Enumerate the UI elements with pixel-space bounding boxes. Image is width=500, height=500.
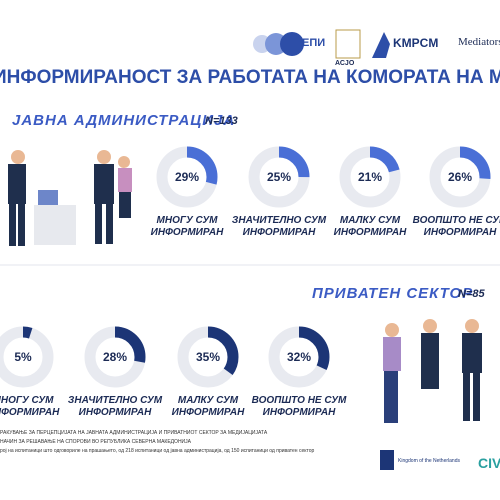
value-label: 26%	[448, 170, 472, 184]
partner: CIV	[478, 455, 500, 471]
value-label: 29%	[175, 170, 199, 184]
value-label: 21%	[358, 170, 382, 184]
category-label: ВООПШТО НЕ СУМ ИНФОРМИРАН	[251, 395, 347, 418]
nl-logo	[380, 450, 394, 470]
category-label: МНОГУ СУМ ИНФОРМИРАН	[0, 395, 60, 418]
donut-arc	[156, 146, 218, 208]
category-label: ВООПШТО НЕ СУМ ИНФОРМИРАН	[412, 215, 500, 238]
partner: Kingdom of the Netherlands	[398, 458, 460, 464]
value-label: 35%	[196, 350, 220, 364]
donut-arc	[339, 146, 401, 208]
donut-arc	[268, 326, 330, 388]
section-title: ЈАВНА АДМИНИСТРАЦИЈА	[12, 112, 236, 129]
value-label: 32%	[287, 350, 311, 364]
logo-text: Mediators	[458, 36, 500, 48]
logo-circles	[253, 29, 390, 59]
value-label: 25%	[267, 170, 291, 184]
donut-arc	[0, 326, 54, 388]
logo-text: ЕПИ	[302, 37, 326, 49]
note: РАКУВАЊЕ ЗА ПЕРЦЕПЦИЈАТА НА ЈАВНАТА АДМИ…	[0, 430, 268, 436]
value-label: 5%	[14, 350, 32, 364]
donut-arc	[84, 326, 146, 388]
category-label: МНОГУ СУМ ИНФОРМИРАН	[150, 215, 224, 238]
donut-arc	[248, 146, 310, 208]
category-label: ЗНАЧИТЕЛНО СУМ ИНФОРМИРАН	[67, 395, 163, 418]
footer-notes: РАКУВАЊЕ ЗА ПЕРЦЕПЦИЈАТА НА ЈАВНАТА АДМИ…	[0, 429, 314, 456]
note: рој на испитаници што одговориле на праш…	[0, 448, 315, 454]
logo-text: АСЈО	[335, 60, 355, 67]
donut-arc	[177, 326, 239, 388]
category-label: МАЛКУ СУМ ИНФОРМИРАН	[171, 395, 245, 418]
value-label: 28%	[103, 350, 127, 364]
note: НАЧИН ЗА РЕШАВАЊЕ НА СПОРОВИ ВО РЕПУБЛИК…	[0, 439, 191, 445]
logo-text: KMPCM	[393, 36, 439, 50]
category-label: ЗНАЧИТЕЛНО СУМ ИНФОРМИРАН	[231, 215, 327, 238]
category-label: МАЛКУ СУМ ИНФОРМИРАН	[333, 215, 407, 238]
sample-size: N=133	[205, 115, 238, 127]
donut-arc	[429, 146, 491, 208]
section-title: ПРИВАТЕН СЕКТОР	[312, 285, 474, 302]
title: ИНФОРМИРАНОСТ ЗА РАБОТАТА НА КОМОРАТА НА…	[0, 67, 500, 88]
sample-size: N=85	[458, 288, 485, 300]
people-illustration	[8, 150, 482, 423]
